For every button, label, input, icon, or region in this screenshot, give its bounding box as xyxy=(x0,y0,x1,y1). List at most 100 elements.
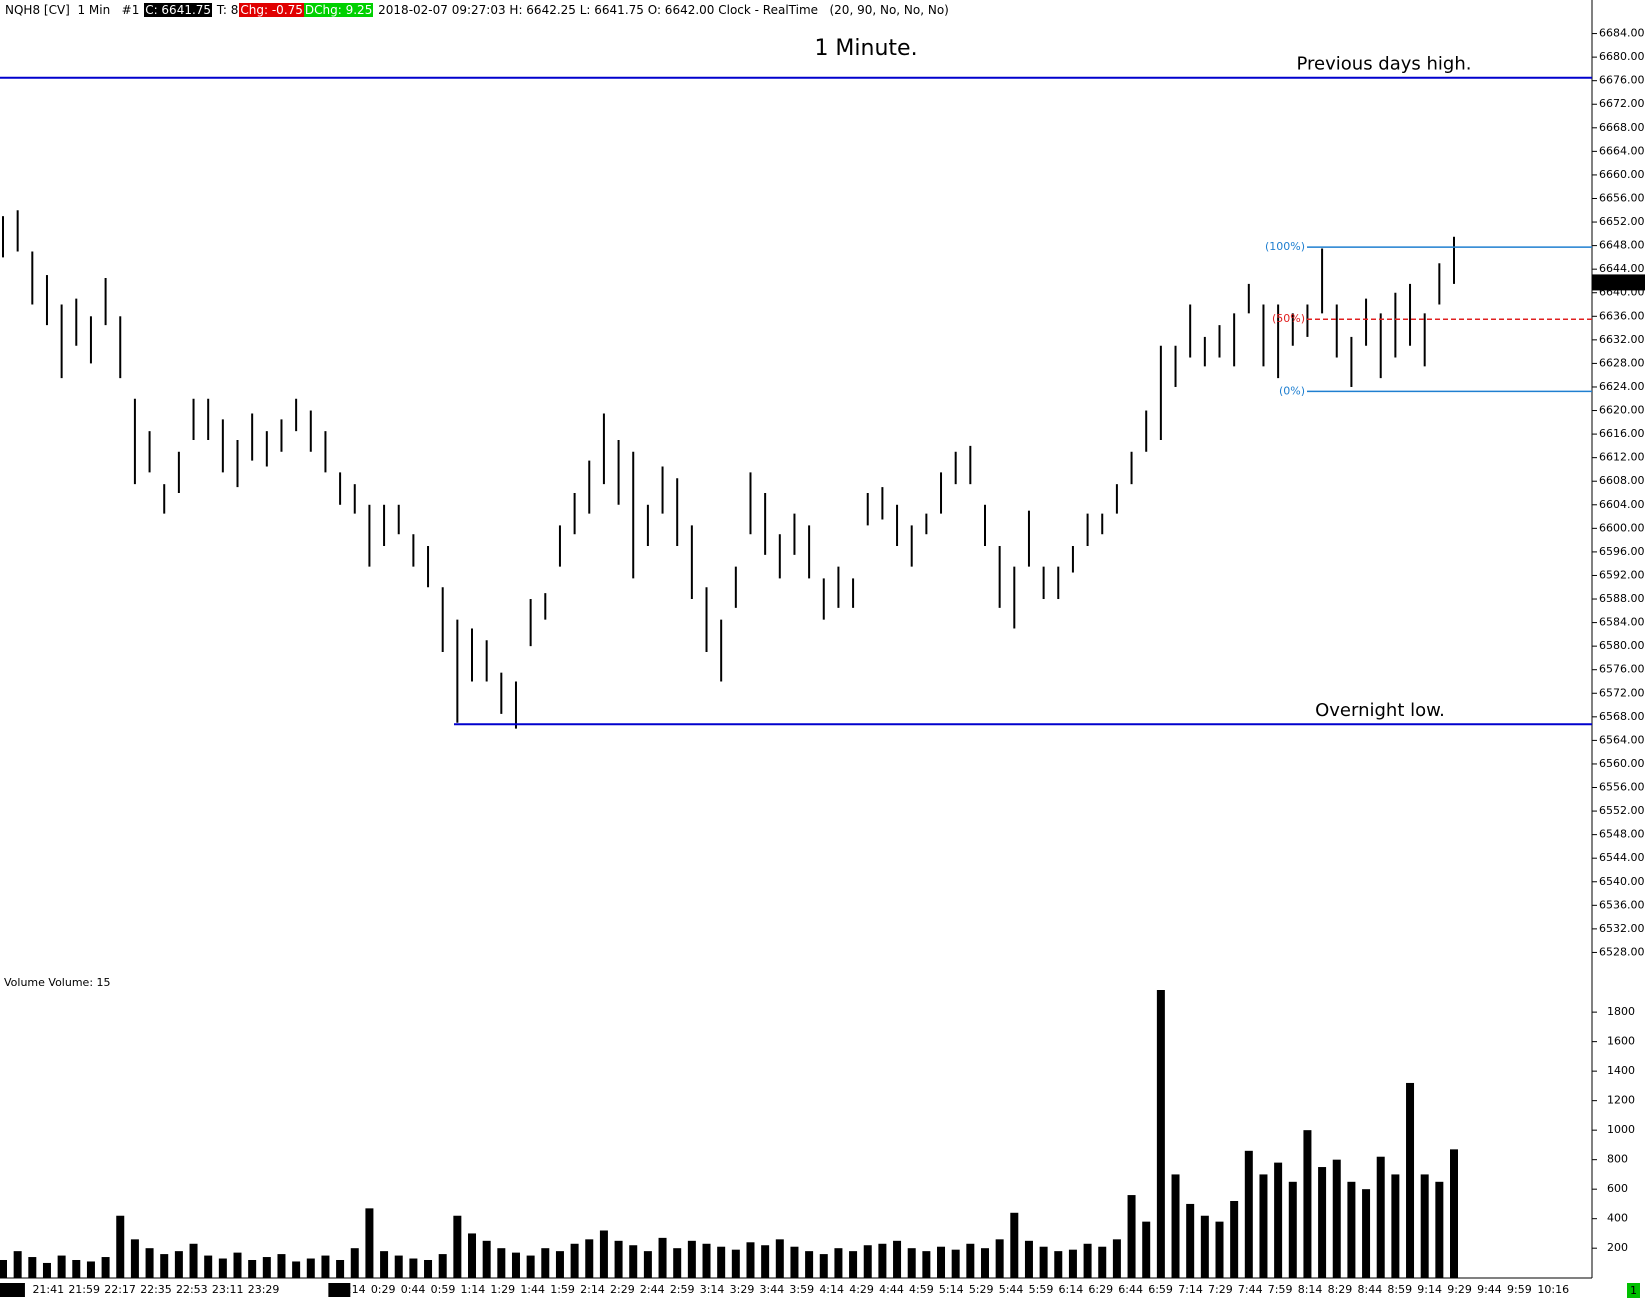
y-tick-label: 6584.00 xyxy=(1599,616,1645,629)
y-tick-label: 6576.00 xyxy=(1599,663,1645,676)
y-tick-label: 6540.00 xyxy=(1599,875,1645,888)
volume-bar xyxy=(438,1254,447,1278)
volume-bar xyxy=(878,1243,887,1278)
x-tick-label: 10:16 xyxy=(1537,1283,1569,1296)
volume-bar xyxy=(350,1248,359,1278)
volume-bar xyxy=(1435,1181,1444,1278)
last-price-box xyxy=(1592,274,1645,291)
volume-bar xyxy=(893,1240,902,1278)
volume-bar xyxy=(218,1258,227,1278)
chart-title: 1 Minute. xyxy=(814,36,917,61)
x-tick-label: 1:14 xyxy=(461,1283,486,1296)
volume-bar xyxy=(555,1251,564,1278)
y-tick-label: 6668.00 xyxy=(1599,121,1645,134)
y-tick-label: 6588.00 xyxy=(1599,592,1645,605)
fib-label: (100%) xyxy=(1265,240,1305,253)
volume-bar xyxy=(790,1246,799,1278)
volume-bar xyxy=(511,1252,520,1278)
x-tick-label: 9:59 xyxy=(1507,1283,1532,1296)
y-tick-label: 6548.00 xyxy=(1599,828,1645,841)
volume-bar xyxy=(819,1254,828,1278)
volume-bar xyxy=(1068,1249,1077,1278)
date-box xyxy=(0,1283,25,1297)
date-box xyxy=(328,1283,351,1297)
x-tick-label: 0:44 xyxy=(401,1283,426,1296)
volume-bar xyxy=(1420,1174,1429,1278)
x-tick-label: 5:44 xyxy=(999,1283,1024,1296)
volume-bar xyxy=(306,1258,315,1278)
x-tick-label: 22:53 xyxy=(176,1283,208,1296)
x-tick-label: 2:14 xyxy=(580,1283,605,1296)
volume-bar xyxy=(86,1261,95,1278)
volume-bar xyxy=(482,1240,491,1278)
x-tick-label: 0:14 xyxy=(341,1283,366,1296)
volume-bar xyxy=(1142,1221,1151,1278)
volume-bar xyxy=(834,1248,843,1278)
x-tick-label: 6:44 xyxy=(1118,1283,1143,1296)
y-tick-label: 400 xyxy=(1607,1212,1628,1225)
y-tick-label: 6612.00 xyxy=(1599,451,1645,464)
annotation-text: Overnight low. xyxy=(1315,700,1445,721)
volume-bar xyxy=(1376,1156,1385,1278)
volume-bar xyxy=(863,1245,872,1278)
y-tick-label: 1600 xyxy=(1607,1035,1635,1048)
y-tick-label: 6656.00 xyxy=(1599,191,1645,204)
x-tick-label: 4:14 xyxy=(819,1283,844,1296)
y-tick-label: 200 xyxy=(1607,1241,1628,1254)
x-tick-label: 5:29 xyxy=(969,1283,994,1296)
x-tick-label: 4:59 xyxy=(909,1283,934,1296)
x-tick-label: 2:59 xyxy=(670,1283,695,1296)
y-tick-label: 6660.00 xyxy=(1599,168,1645,181)
volume-bar xyxy=(629,1245,638,1278)
volume-bar xyxy=(1186,1203,1195,1278)
y-tick-label: 6676.00 xyxy=(1599,74,1645,87)
last-price-label: 6641.75 xyxy=(1594,275,1640,288)
x-tick-label: 6:14 xyxy=(1059,1283,1084,1296)
volume-bar xyxy=(233,1252,242,1278)
x-tick-label: 4:29 xyxy=(849,1283,874,1296)
x-tick-label: 6:59 xyxy=(1148,1283,1173,1296)
volume-bar xyxy=(966,1243,975,1278)
close-box: C: 6641.75 xyxy=(144,3,213,17)
volume-bar xyxy=(570,1243,579,1278)
y-tick-label: 6556.00 xyxy=(1599,781,1645,794)
volume-bar xyxy=(526,1255,535,1278)
y-tick-label: 6680.00 xyxy=(1599,50,1645,63)
volume-bar xyxy=(614,1240,623,1278)
volume-bar xyxy=(321,1255,330,1278)
volume-bar xyxy=(1318,1167,1327,1278)
day-change-box: DChg: 9.25 xyxy=(303,3,374,17)
x-tick-label: 1:44 xyxy=(520,1283,545,1296)
volume-bar xyxy=(365,1208,374,1278)
status-label: 1 xyxy=(1630,1284,1637,1297)
x-tick-label: 7:29 xyxy=(1208,1283,1233,1296)
volume-bar xyxy=(980,1248,989,1278)
y-tick-label: 6672.00 xyxy=(1599,97,1645,110)
y-tick-label: 6604.00 xyxy=(1599,498,1645,511)
x-tick-label: 21:59 xyxy=(68,1283,100,1296)
y-tick-label: 6552.00 xyxy=(1599,804,1645,817)
fib-label: (0%) xyxy=(1279,384,1305,397)
volume-bar xyxy=(28,1257,37,1278)
y-tick-label: 6608.00 xyxy=(1599,474,1645,487)
date-label: 2-7 xyxy=(330,1283,348,1296)
volume-bar xyxy=(585,1239,594,1278)
volume-bar xyxy=(1391,1174,1400,1278)
y-tick-label: 6652.00 xyxy=(1599,215,1645,228)
volume-bar xyxy=(922,1251,931,1278)
volume-bar xyxy=(72,1259,81,1278)
y-tick-label: 6544.00 xyxy=(1599,851,1645,864)
volume-bar xyxy=(1156,990,1165,1278)
volume-bar xyxy=(1244,1150,1253,1278)
x-tick-label: 4:44 xyxy=(879,1283,904,1296)
y-tick-label: 6644.00 xyxy=(1599,262,1645,275)
date-label: 8-2-6 xyxy=(0,1283,23,1296)
x-tick-label: 8:29 xyxy=(1328,1283,1353,1296)
y-tick-label: 1000 xyxy=(1607,1123,1635,1136)
y-tick-label: 6624.00 xyxy=(1599,380,1645,393)
x-tick-label: 5:14 xyxy=(939,1283,964,1296)
volume-bar xyxy=(394,1255,403,1278)
x-tick-label: 21:41 xyxy=(32,1283,64,1296)
